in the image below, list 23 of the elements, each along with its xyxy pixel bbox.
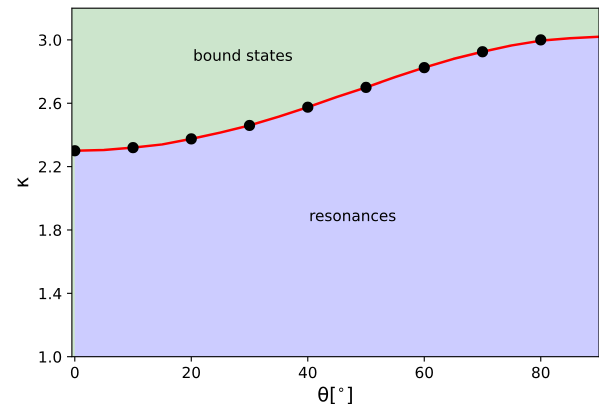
x-tick-label: 60 (416, 366, 433, 378)
x-tick-label: 80 (532, 366, 550, 378)
y-tick-label: 2.6 (38, 98, 62, 110)
x-tick-label: 20 (182, 366, 200, 378)
y-axis-title: κ (18, 177, 28, 186)
x-tick-label: 0 (70, 366, 79, 378)
point (244, 120, 256, 132)
point (302, 102, 314, 113)
point (127, 142, 139, 154)
point (418, 62, 430, 74)
y-tick-label: 1.0 (40, 351, 62, 363)
point (476, 46, 488, 58)
point (360, 82, 372, 94)
y-tick-label: 2.2 (38, 161, 61, 172)
y-tick-label: 1.4 (40, 288, 62, 300)
point (186, 133, 197, 144)
x-tick-label: 40 (298, 366, 316, 378)
point (535, 34, 546, 46)
x-axis-title: θ[$^{∘}$] (318, 386, 352, 404)
y-tick-label: 3.0 (39, 34, 62, 46)
annotation: resonances (310, 212, 396, 222)
y-tick-label: 1.8 (40, 224, 62, 236)
annotation: bound states (194, 49, 292, 61)
